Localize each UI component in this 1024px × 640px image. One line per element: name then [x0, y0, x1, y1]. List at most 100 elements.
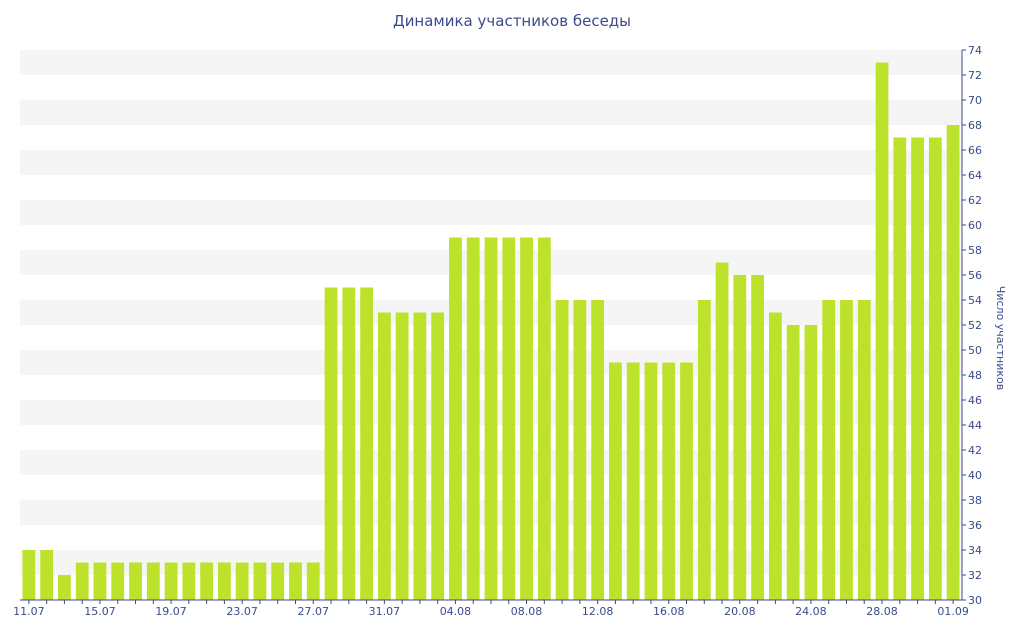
bar: [555, 300, 569, 600]
bar: [520, 237, 533, 600]
bar: [129, 562, 142, 600]
bar: [537, 237, 551, 600]
bar: [271, 562, 285, 600]
x-tick-label: 19.07: [155, 605, 187, 618]
bar: [235, 562, 249, 600]
bar: [911, 137, 924, 600]
bar: [626, 362, 640, 600]
y-axis: 30 32 34 36 38 40 42 44 46 48 50 52 54 56 58 60 62 64 66 68…: [961, 44, 982, 607]
bar: [946, 125, 960, 600]
bar: [697, 300, 711, 600]
y-tick-label: 58: [968, 244, 982, 257]
x-tick-label: 20.08: [724, 605, 756, 618]
y-tick-label: 36: [968, 519, 982, 532]
x-axis: 11.07 15.07 19.07 23.07 27.07 31.07 04.08 08.08…: [13, 599, 969, 618]
x-tick-label: 11.07: [13, 605, 45, 618]
y-tick-label: 52: [968, 319, 982, 332]
bar: [875, 62, 889, 600]
bar: [324, 287, 338, 600]
x-tick-label: 15.07: [84, 605, 116, 618]
y-tick-label: 38: [968, 494, 982, 507]
bar: [768, 312, 782, 600]
y-tick-label: 64: [968, 169, 982, 182]
x-tick-label: 01.09: [937, 605, 969, 618]
x-tick-label: 04.08: [440, 605, 472, 618]
bar: [733, 275, 747, 600]
y-tick-label: 50: [968, 344, 982, 357]
bar: [431, 312, 445, 600]
bar: [484, 237, 498, 600]
y-tick-label: 34: [968, 544, 982, 557]
bar: [609, 362, 622, 600]
bar: [573, 300, 587, 600]
y-tick-label: 46: [968, 394, 982, 407]
y-tick-label: 68: [968, 119, 982, 132]
bar: [822, 300, 836, 600]
bar: [289, 562, 302, 600]
grid-band: [20, 200, 962, 225]
bar: [928, 137, 942, 600]
x-tick-label: 12.08: [582, 605, 614, 618]
bar: [857, 300, 871, 600]
grid-band: [20, 50, 962, 75]
bar: [75, 562, 89, 600]
bar: [111, 562, 125, 600]
y-tick-label: 70: [968, 94, 982, 107]
bar: [840, 300, 853, 600]
chart-title: Динамика участников беседы: [392, 12, 632, 30]
y-tick-label: 54: [968, 294, 982, 307]
y-tick-label: 74: [968, 44, 982, 57]
bar: [58, 575, 71, 600]
bar: [644, 362, 658, 600]
bar: [164, 562, 178, 600]
y-tick-label: 48: [968, 369, 982, 382]
bar: [413, 312, 427, 600]
y-tick-label: 66: [968, 144, 982, 157]
y-tick-label: 42: [968, 444, 982, 457]
bar: [200, 562, 214, 600]
grid-band: [20, 150, 962, 175]
bar: [93, 562, 107, 600]
bar: [466, 237, 480, 600]
bar: [306, 562, 320, 600]
y-tick-label: 40: [968, 469, 982, 482]
bar: [360, 287, 373, 600]
bar: [680, 362, 693, 600]
y-tick-label: 60: [968, 219, 982, 232]
bar: [715, 262, 729, 600]
bar: [217, 562, 231, 600]
bar: [662, 362, 676, 600]
bar: [893, 137, 907, 600]
bar: [342, 287, 356, 600]
x-tick-label: 24.08: [795, 605, 827, 618]
bar: [751, 275, 765, 600]
y-tick-label: 30: [968, 594, 982, 607]
y-tick-label: 32: [968, 569, 982, 582]
bar: [591, 300, 605, 600]
bar: [502, 237, 516, 600]
bar: [395, 312, 409, 600]
bar: [146, 562, 160, 600]
bar: [786, 325, 800, 600]
bar: [377, 312, 391, 600]
y-tick-label: 56: [968, 269, 982, 282]
y-tick-label: 44: [968, 419, 982, 432]
grid-band: [20, 100, 962, 125]
y-axis-label: Число участников: [994, 286, 1007, 390]
bar: [22, 550, 36, 600]
bar: [253, 562, 267, 600]
x-tick-label: 16.08: [653, 605, 685, 618]
x-tick-label: 28.08: [866, 605, 898, 618]
y-tick-label: 72: [968, 69, 982, 82]
bar: [804, 325, 818, 600]
y-tick-label: 62: [968, 194, 982, 207]
bar: [40, 550, 54, 600]
x-tick-label: 31.07: [369, 605, 401, 618]
bar: [182, 562, 196, 600]
x-tick-label: 23.07: [226, 605, 258, 618]
bars: [22, 62, 960, 600]
bar: [449, 237, 462, 600]
x-tick-label: 08.08: [511, 605, 543, 618]
x-tick-label: 27.07: [298, 605, 330, 618]
